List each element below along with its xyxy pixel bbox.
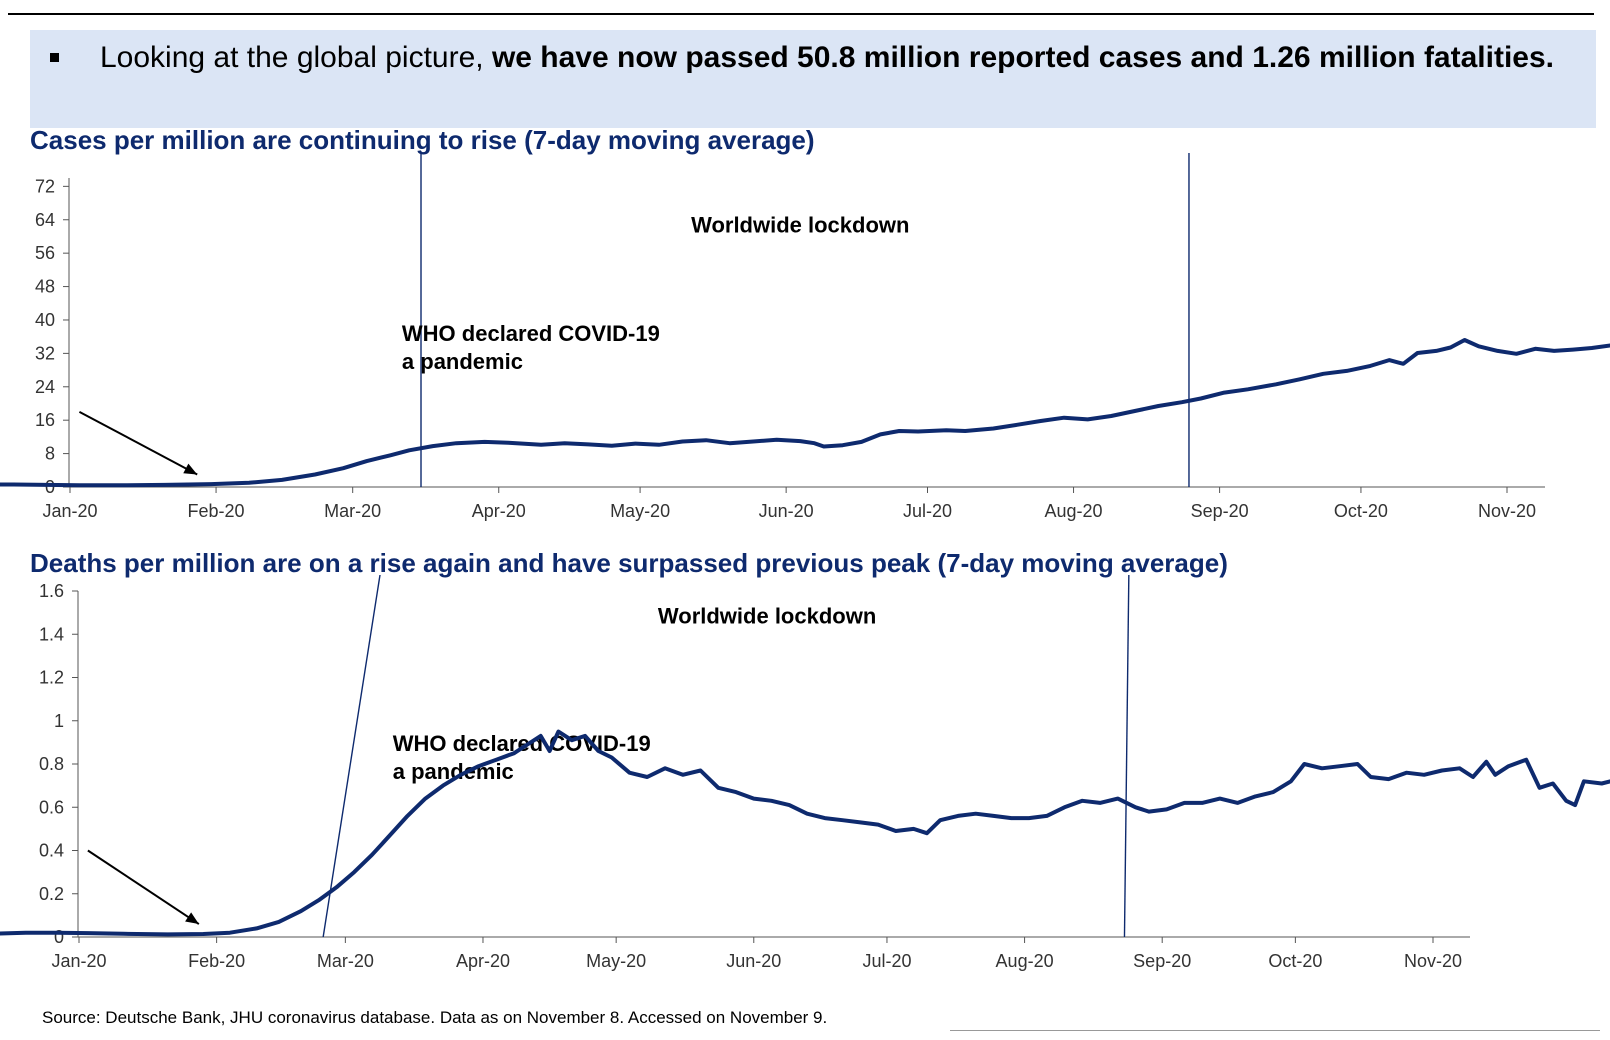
- x-tick-label: Oct-20: [1268, 951, 1322, 971]
- x-tick-label: Aug-20: [996, 951, 1054, 971]
- y-tick-label: 1.2: [39, 668, 64, 688]
- x-tick-label: May-20: [586, 951, 646, 971]
- arrow-pointer: [78, 410, 198, 476]
- y-tick-label: 0.6: [39, 797, 64, 817]
- x-tick-label: Aug-20: [1045, 501, 1103, 521]
- y-tick-label: 0.2: [39, 884, 64, 904]
- y-tick-label: 16: [35, 410, 55, 430]
- x-tick-label: Oct-20: [1334, 501, 1388, 521]
- x-tick-label: Nov-20: [1404, 951, 1462, 971]
- x-tick-label: Mar-20: [317, 951, 374, 971]
- y-tick-label: 56: [35, 243, 55, 263]
- headline-bullet: Looking at the global picture, we have n…: [100, 38, 1580, 78]
- x-tick-label: Jun-20: [726, 951, 781, 971]
- y-tick-label: 8: [45, 444, 55, 464]
- y-tick-label: 40: [35, 310, 55, 330]
- y-tick-label: 72: [35, 176, 55, 196]
- bullet-square-icon: [50, 53, 59, 62]
- x-tick-label: Feb-20: [188, 501, 245, 521]
- top-rule: [8, 13, 1594, 15]
- lockdown-line: [322, 575, 381, 938]
- x-tick-label: Apr-20: [456, 951, 510, 971]
- y-tick-label: 48: [35, 277, 55, 297]
- x-tick-label: May-20: [610, 501, 670, 521]
- series-line: [0, 338, 1610, 488]
- y-tick-label: 0.8: [39, 754, 64, 774]
- arrow-pointer: [87, 849, 200, 925]
- y-tick-label: 0.4: [39, 841, 64, 861]
- source-note: Source: Deutsche Bank, JHU coronavirus d…: [42, 1008, 828, 1027]
- y-tick-label: 1.4: [39, 624, 64, 644]
- arrow-head-icon: [183, 463, 198, 475]
- annotation-lockdown: Worldwide lockdown: [691, 212, 909, 237]
- cases-chart-title: Cases per million are continuing to rise…: [30, 125, 815, 155]
- arrow-head-icon: [185, 912, 199, 925]
- x-tick-label: Apr-20: [472, 501, 526, 521]
- x-tick-label: Sep-20: [1191, 501, 1249, 521]
- deaths-chart-title: Deaths per million are on a rise again a…: [30, 548, 1228, 578]
- x-tick-label: Feb-20: [188, 951, 245, 971]
- lockdown-line: [1123, 575, 1130, 938]
- y-tick-label: 0: [45, 477, 55, 497]
- annotation-who-pandemic: WHO declared COVID-19: [402, 321, 660, 346]
- highlight-box: [30, 30, 1596, 128]
- x-tick-label: Jul-20: [903, 501, 952, 521]
- series-line: [0, 729, 1610, 937]
- x-tick-label: Jan-20: [51, 951, 106, 971]
- headline-plain: Looking at the global picture,: [100, 41, 492, 74]
- annotation-who-pandemic: WHO declared COVID-19: [393, 731, 651, 756]
- x-tick-label: Jun-20: [759, 501, 814, 521]
- y-tick-label: 32: [35, 343, 55, 363]
- x-tick-label: Sep-20: [1133, 951, 1191, 971]
- cases-chart: 0 8 16 24 32 40 48 56 64 72 Jan-20 Feb-20 Mar-20 Apr-…: [0, 153, 1610, 521]
- x-tick-label: Jul-20: [862, 951, 911, 971]
- annotation-who-pandemic: a pandemic: [402, 349, 523, 374]
- headline-bold: we have now passed 50.8 million reported…: [491, 41, 1554, 74]
- x-tick-label: Jan-20: [42, 501, 97, 521]
- bottom-rule: [950, 1030, 1600, 1031]
- x-tick-label: Nov-20: [1478, 501, 1536, 521]
- y-tick-label: 1.6: [39, 581, 64, 601]
- x-tick-label: Mar-20: [324, 501, 381, 521]
- annotation-lockdown: Worldwide lockdown: [658, 603, 876, 628]
- y-tick-label: 1: [54, 711, 64, 731]
- y-tick-label: 24: [35, 377, 55, 397]
- y-tick-label: 0: [54, 927, 64, 947]
- y-tick-label: 64: [35, 210, 55, 230]
- deaths-chart: 0 0.2 0.4 0.6 0.8 1 1.2 1.4 1.6 Jan-20 Feb-20 Mar-2…: [0, 575, 1610, 971]
